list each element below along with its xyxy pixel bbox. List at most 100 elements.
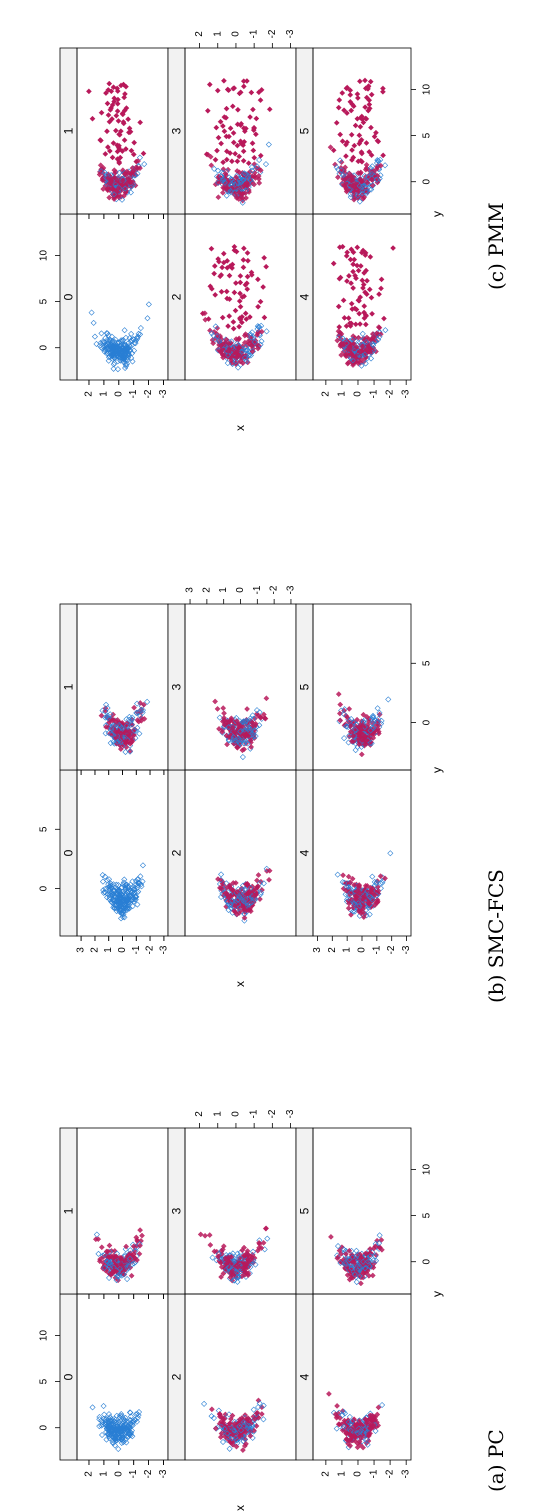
observed-point (232, 358, 239, 365)
imputed-point (335, 104, 342, 111)
observed-point (103, 701, 110, 708)
imputed-point (120, 81, 127, 88)
imputed-point (348, 300, 355, 307)
observed-point (96, 1414, 103, 1421)
imputed-point (113, 1253, 120, 1260)
observed-point (249, 329, 256, 336)
observed-point (114, 738, 121, 745)
observed-point (241, 170, 248, 177)
imputed-point (237, 89, 244, 96)
imputed-point (366, 101, 373, 108)
panel-1: 1 (59, 1127, 169, 1299)
imputed-point (326, 1390, 332, 1397)
observed-point (108, 345, 115, 352)
imputed-point (247, 314, 253, 320)
observed-point (106, 896, 113, 903)
observed-point (128, 330, 135, 337)
observed-point (125, 904, 132, 911)
imputed-point (218, 1418, 225, 1425)
imputed-point (356, 78, 363, 85)
imputed-point (137, 1242, 143, 1249)
observed-point (122, 886, 129, 893)
imputed-point (334, 337, 341, 344)
observed-point (121, 901, 128, 908)
observed-point (127, 1255, 134, 1262)
imputed-point (336, 97, 343, 103)
imputed-point (382, 875, 388, 882)
imputed-point (128, 147, 135, 154)
x-tick-label: -1 (369, 389, 380, 398)
imputed-point (223, 890, 230, 897)
observed-point (224, 360, 231, 367)
imputed-point (352, 321, 359, 328)
imputed-point (111, 95, 118, 102)
imputed-point (232, 880, 239, 886)
imputed-point (354, 244, 361, 251)
observed-point (254, 163, 261, 170)
observed-point (98, 1422, 105, 1429)
imputed-point (244, 286, 251, 293)
observed-point (139, 878, 146, 885)
panel-label: 0 (62, 1373, 76, 1380)
observed-point (127, 1409, 134, 1416)
imputed-point (127, 748, 134, 754)
observed-point (124, 893, 131, 900)
imputed-point (358, 136, 365, 143)
imputed-point (249, 140, 256, 147)
imputed-point (249, 343, 256, 349)
observed-point (88, 309, 95, 316)
imputed-point (380, 152, 387, 159)
observed-point (240, 898, 247, 905)
imputed-point (266, 867, 273, 874)
imputed-point (236, 1255, 243, 1262)
imputed-point (376, 291, 382, 298)
imputed-point (140, 150, 147, 157)
x-tick-label: -1 (369, 1469, 380, 1478)
imputed-point (128, 1272, 135, 1279)
imputed-point (221, 128, 228, 135)
imputed-point (225, 323, 231, 329)
observed-point (137, 707, 144, 714)
observed-point (126, 713, 133, 720)
observed-point (242, 718, 249, 725)
observed-point (112, 336, 119, 343)
observed-point (124, 896, 131, 904)
y-tick-label: 10 (422, 1164, 433, 1176)
x-tick-label-top: 3 (185, 587, 196, 593)
observed-point (255, 1404, 262, 1411)
imputed-point (244, 273, 251, 280)
observed-point (359, 183, 366, 190)
observed-point (249, 731, 256, 738)
panel-label: 3 (170, 127, 184, 134)
observed-point (351, 347, 358, 354)
x-tick-label: 0 (113, 1471, 124, 1477)
imputed-point (242, 1412, 249, 1418)
panel-0: 0 (59, 769, 169, 941)
imputed-point (113, 729, 120, 736)
x-tick-label-top: 2 (201, 587, 212, 593)
observed-point (236, 1423, 243, 1430)
imputed-point (352, 272, 358, 279)
imputed-point (106, 148, 113, 154)
observed-point (370, 718, 377, 725)
imputed-point (98, 712, 105, 719)
imputed-point (244, 706, 250, 712)
observed-point (362, 188, 369, 195)
imputed-point (376, 324, 383, 331)
imputed-point (346, 1247, 353, 1254)
imputed-point (390, 245, 396, 251)
observed-point (366, 911, 373, 918)
imputed-point (98, 137, 104, 144)
imputed-point (357, 123, 364, 130)
observed-point (358, 362, 365, 369)
imputed-point (226, 734, 233, 741)
imputed-point (343, 712, 349, 719)
imputed-point (121, 94, 128, 101)
x-tick-label: -3 (158, 1469, 169, 1478)
observed-point (229, 897, 236, 904)
imputed-point (370, 168, 377, 175)
imputed-point (111, 1248, 118, 1254)
observed-point (334, 871, 341, 878)
observed-point (102, 1416, 109, 1423)
observed-point (104, 1422, 111, 1429)
